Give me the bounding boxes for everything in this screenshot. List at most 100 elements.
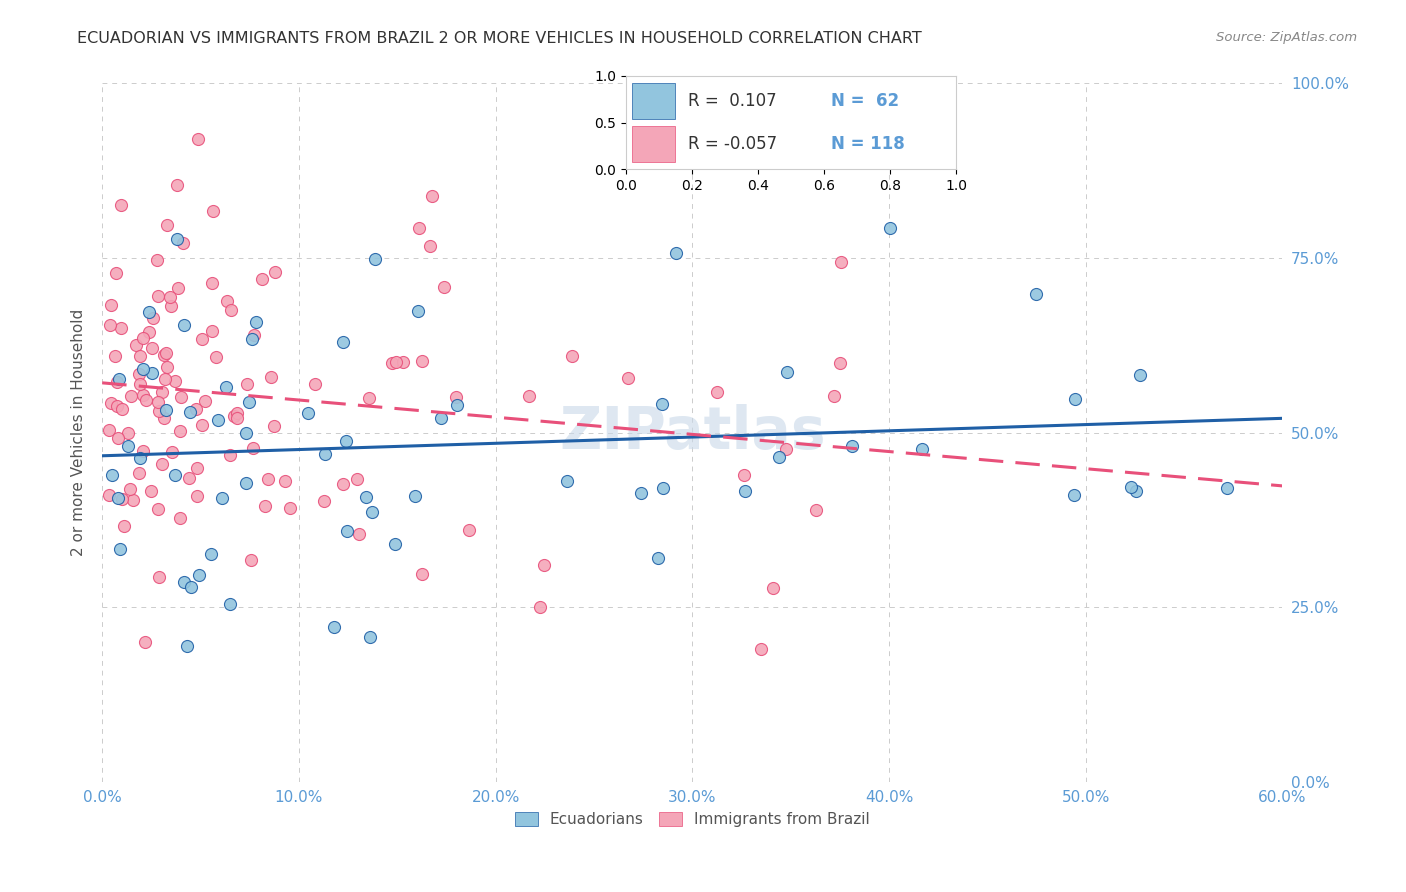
Point [107, 491, 129, 506]
Point [159, 299, 181, 313]
Point [112, 518, 135, 533]
Point [153, 348, 176, 362]
Point [297, 405, 319, 419]
Text: ZIPatlas: ZIPatlas [560, 404, 825, 461]
Point [278, 500, 301, 515]
Point [1125, 483, 1147, 498]
Point [97, 488, 120, 502]
Y-axis label: 2 or more Vehicles in Household: 2 or more Vehicles in Household [72, 309, 86, 557]
Point [207, 413, 229, 427]
Point [257, 472, 280, 486]
Point [148, 289, 170, 303]
Point [153, 410, 176, 425]
Point [148, 404, 170, 418]
Point [239, 553, 262, 567]
Point [129, 450, 152, 465]
Point [141, 341, 163, 355]
Point [132, 361, 155, 376]
Text: N =  62: N = 62 [831, 92, 898, 110]
Point [129, 349, 152, 363]
Point [104, 349, 127, 363]
Point [134, 635, 156, 649]
Point [312, 494, 335, 508]
Point [153, 372, 176, 386]
Point [734, 483, 756, 498]
Point [446, 398, 468, 412]
Point [238, 395, 260, 409]
Point [108, 372, 131, 386]
Point [361, 505, 384, 519]
Point [652, 481, 675, 495]
Point [335, 434, 357, 448]
Point [879, 220, 901, 235]
Point [117, 439, 139, 453]
Point [411, 353, 433, 368]
Point [240, 332, 263, 346]
Point [159, 289, 181, 303]
Point [186, 461, 208, 475]
Point [172, 235, 194, 250]
Point [533, 558, 555, 573]
Point [156, 218, 179, 232]
Point [118, 482, 141, 496]
Point [148, 501, 170, 516]
Point [359, 630, 381, 644]
Point [218, 597, 240, 611]
Point [263, 265, 285, 279]
Point [201, 276, 224, 290]
Point [128, 466, 150, 480]
Point [176, 639, 198, 653]
Point [252, 272, 274, 286]
Point [132, 331, 155, 345]
Point [1063, 488, 1085, 502]
Point [347, 526, 370, 541]
Point [420, 189, 443, 203]
Point [107, 376, 129, 390]
Point [128, 367, 150, 381]
Point [406, 303, 429, 318]
Point [263, 418, 285, 433]
Point [222, 409, 245, 423]
Point [259, 369, 281, 384]
Point [457, 523, 479, 537]
Point [336, 524, 359, 538]
Point [356, 491, 378, 505]
Point [156, 359, 179, 374]
Point [304, 376, 326, 391]
Legend: Ecuadorians, Immigrants from Brazil: Ecuadorians, Immigrants from Brazil [509, 806, 876, 833]
Point [135, 392, 157, 407]
Point [243, 327, 266, 342]
Point [430, 410, 453, 425]
Point [404, 489, 426, 503]
Point [841, 439, 863, 453]
Point [364, 252, 387, 267]
Point [762, 581, 785, 595]
Point [215, 380, 238, 394]
Bar [633, 83, 675, 119]
Point [108, 541, 131, 556]
Point [98, 318, 121, 333]
Point [433, 279, 456, 293]
Point [254, 500, 277, 514]
Point [235, 426, 257, 441]
Point [169, 424, 191, 438]
Point [105, 399, 128, 413]
Text: Source: ZipAtlas.com: Source: ZipAtlas.com [1216, 31, 1357, 45]
Point [381, 356, 404, 370]
Point [173, 318, 195, 332]
Point [138, 325, 160, 339]
Point [749, 641, 772, 656]
Point [101, 468, 124, 483]
Point [219, 448, 242, 462]
Point [121, 492, 143, 507]
Point [519, 389, 541, 403]
Point [129, 377, 152, 392]
Point [419, 239, 441, 253]
Point [314, 447, 336, 461]
Point [665, 246, 688, 260]
Point [1063, 392, 1085, 406]
Bar [633, 127, 675, 162]
Point [561, 350, 583, 364]
Text: N = 118: N = 118 [831, 136, 904, 153]
Point [242, 441, 264, 455]
